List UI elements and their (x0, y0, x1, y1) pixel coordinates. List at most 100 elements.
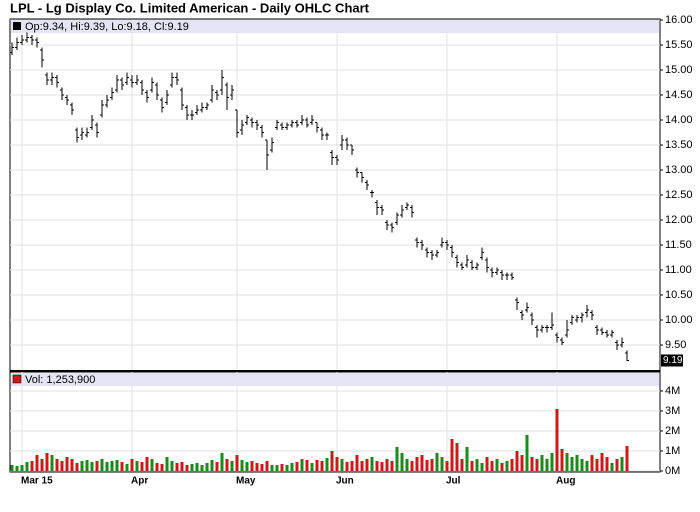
volume-bar (15, 466, 19, 471)
volume-bar (480, 463, 484, 471)
legend-icon (13, 22, 21, 30)
volume-bar (105, 462, 109, 471)
volume-bar (200, 465, 204, 471)
last-price-label: 9.19 (663, 355, 683, 366)
volume-bar (210, 460, 214, 471)
volume-bar (270, 465, 274, 471)
y-tick-label: 15.50 (665, 39, 693, 51)
volume-bar (120, 462, 124, 471)
volume-bar (225, 459, 229, 471)
volume-bar (430, 459, 434, 471)
volume-bar (175, 463, 179, 471)
volume-bar (145, 457, 149, 471)
volume-bar (405, 459, 409, 471)
volume-bar (90, 462, 94, 471)
volume-bar (55, 459, 59, 471)
volume-bar (185, 465, 189, 471)
volume-bar (340, 459, 344, 471)
volume-bar (240, 460, 244, 471)
volume-bar (605, 457, 609, 471)
volume-bar (20, 465, 24, 471)
volume-bar (75, 463, 79, 471)
volume-bar (295, 462, 299, 471)
volume-bar (460, 459, 464, 471)
volume-legend: Vol: 1,253,900 (25, 374, 95, 386)
volume-bar (125, 464, 129, 471)
volume-bar (60, 461, 64, 471)
volume-bar (50, 455, 54, 471)
volume-bar (335, 457, 339, 471)
volume-bar (495, 459, 499, 471)
volume-bar (360, 461, 364, 471)
volume-bar (375, 461, 379, 471)
last-price-box (661, 354, 683, 367)
x-tick-label: Mar 15 (21, 476, 53, 487)
volume-bar (160, 464, 164, 471)
volume-bar (365, 459, 369, 471)
volume-bar (600, 453, 604, 471)
volume-bar (370, 457, 374, 471)
chart-title: LPL - Lg Display Co. Limited American - … (10, 0, 370, 15)
volume-bar (130, 459, 134, 471)
volume-bar (615, 459, 619, 471)
volume-bar (165, 457, 169, 471)
volume-bar (345, 462, 349, 471)
volume-bar (265, 461, 269, 471)
volume-bar (115, 460, 119, 471)
volume-bar (135, 461, 139, 471)
volume-bar (110, 461, 114, 471)
volume-bar (290, 463, 294, 471)
volume-bar (490, 461, 494, 471)
volume-bar (620, 457, 624, 471)
volume-bar (555, 409, 559, 471)
volume-bar (535, 459, 539, 471)
volume-bar (230, 461, 234, 471)
volume-bar (320, 461, 324, 471)
volume-bar (30, 461, 34, 471)
volume-bar (500, 463, 504, 471)
y-tick-label: 11.00 (665, 264, 692, 276)
x-tick-label: Jul (446, 476, 461, 487)
volume-bar (445, 461, 449, 471)
volume-bar (410, 461, 414, 471)
volume-bar (470, 461, 474, 471)
volume-bar (420, 455, 424, 471)
volume-bar (85, 460, 89, 471)
volume-bar (400, 453, 404, 471)
x-tick-label: Jun (336, 476, 354, 487)
volume-bar (250, 461, 254, 471)
volume-bar (560, 449, 564, 471)
y-tick-label: 10.00 (665, 314, 693, 326)
volume-bar (570, 457, 574, 471)
volume-bar (180, 462, 184, 471)
volume-bar (150, 459, 154, 471)
volume-bar (40, 459, 44, 471)
volume-bar (590, 455, 594, 471)
volume-bar (525, 435, 529, 471)
volume-bar (280, 464, 284, 471)
volume-bar (70, 459, 74, 471)
volume-bar (45, 453, 49, 471)
volume-bar (220, 453, 224, 471)
volume-bar (235, 455, 239, 471)
y-tick-label: 15.00 (665, 64, 693, 76)
volume-bar (435, 453, 439, 471)
volume-bar (310, 463, 314, 471)
y-tick-label: 13.50 (665, 139, 693, 151)
volume-bar (530, 457, 534, 471)
volume-bar (415, 457, 419, 471)
volume-bar (330, 451, 334, 471)
volume-bar (140, 462, 144, 471)
volume-bar (300, 459, 304, 471)
volume-bar (255, 463, 259, 471)
volume-bar (545, 459, 549, 471)
volume-bar (515, 451, 519, 471)
volume-bar (65, 457, 69, 471)
volume-bar (245, 462, 249, 471)
volume-bar (205, 463, 209, 471)
volume-bar (35, 455, 39, 471)
volume-bar (285, 465, 289, 471)
volume-bar (585, 461, 589, 471)
volume-bar (215, 462, 219, 471)
